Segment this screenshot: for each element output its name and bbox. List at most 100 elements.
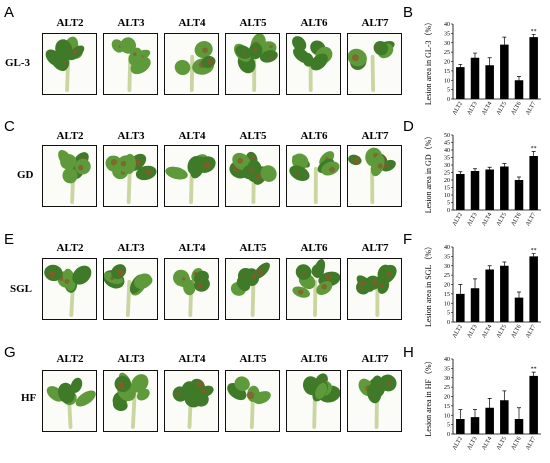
photo-line-label: ALT5 (223, 130, 283, 142)
x-tick-label: ALT5 (496, 324, 508, 339)
row-label-hf: HF (21, 392, 36, 404)
x-tick-label: ALT7 (525, 324, 537, 339)
plant-photo (42, 258, 97, 320)
photo-line-label: ALT4 (162, 242, 222, 254)
plant-photo (42, 33, 97, 95)
plant-illustration (287, 259, 340, 319)
plant-illustration (348, 371, 401, 431)
y-tick-label: 25 (444, 171, 450, 177)
lesion-spot (377, 163, 382, 168)
y-tick-label: 0 (447, 320, 450, 326)
lesion-spot (237, 158, 243, 164)
plant-illustration (226, 259, 279, 319)
y-tick-label: 40 (444, 148, 450, 154)
x-tick-label: ALT4 (481, 436, 493, 451)
plant-stem (373, 57, 374, 90)
photo-line-label: ALT6 (284, 17, 344, 29)
plant-photo (225, 145, 280, 207)
y-tick-label: 10 (444, 193, 450, 199)
y-axis-label: Lesion area in HF（%） (424, 356, 433, 436)
lesion-spot (352, 54, 359, 61)
y-tick-label: 15 (444, 69, 450, 75)
lesion-spot (269, 45, 272, 48)
lesion-spot (64, 279, 69, 284)
x-tick-label: ALT5 (496, 212, 508, 227)
lesion-spot (325, 274, 332, 281)
leaf (172, 57, 193, 78)
bar-alt3 (471, 171, 480, 210)
y-tick-label: 35 (444, 31, 450, 37)
plant-illustration (348, 34, 401, 94)
lesion-spot (298, 289, 303, 294)
plant-photo (164, 33, 219, 95)
lesion-spot (72, 49, 77, 54)
plant-illustration (104, 259, 157, 319)
lesion-spot (372, 280, 378, 286)
lesion-spot (321, 284, 327, 290)
lesion-spot (202, 389, 207, 394)
lesion-spot (249, 168, 254, 173)
y-tick-label: 40 (444, 357, 450, 363)
plant-stem (253, 282, 254, 315)
photo-line-label: ALT7 (345, 130, 405, 142)
plant-illustration (226, 146, 279, 206)
photo-line-label: ALT7 (345, 17, 405, 29)
x-tick-label: ALT6 (510, 324, 522, 339)
plant-illustration (287, 34, 340, 94)
x-tick-label: ALT7 (525, 212, 537, 227)
y-tick-label: 10 (444, 78, 450, 84)
lesion-spot (78, 165, 83, 170)
plant-photo (286, 145, 341, 207)
plant-illustration (43, 371, 96, 431)
lesion-spot (251, 274, 256, 279)
y-tick-label: 5 (447, 88, 450, 94)
plant-photo (103, 33, 158, 95)
y-axis-label: Lesion area in SGL（%） (424, 242, 433, 327)
y-tick-label: 15 (444, 404, 450, 410)
significance-mark: ** (531, 248, 537, 254)
x-tick-label: ALT4 (481, 324, 493, 339)
x-tick-label: ALT7 (525, 436, 537, 451)
bar-alt7 (529, 256, 538, 322)
lesion-spot (196, 381, 203, 388)
x-tick-label: ALT2 (452, 324, 464, 339)
photo-line-label: ALT6 (284, 130, 344, 142)
plant-photo (225, 258, 280, 320)
plant-photo (42, 145, 97, 207)
bar-alt5 (500, 167, 509, 211)
y-tick-label: 30 (444, 264, 450, 270)
leaf (165, 165, 189, 182)
lesion-spot (182, 277, 185, 280)
photo-line-label: ALT2 (40, 130, 100, 142)
x-tick-label: ALT2 (452, 436, 464, 451)
photo-line-label: ALT7 (345, 242, 405, 254)
bar-alt7 (529, 376, 538, 434)
plant-illustration (104, 146, 157, 206)
lesion-spot (250, 156, 254, 160)
y-tick-label: 5 (447, 311, 450, 317)
y-tick-label: 35 (444, 254, 450, 260)
photo-line-label: ALT2 (40, 242, 100, 254)
y-axis-label: Lesion area in GL-3（%） (424, 18, 433, 105)
x-tick-label: ALT6 (510, 101, 522, 116)
photo-line-label: ALT4 (162, 17, 222, 29)
significance-mark: ** (531, 367, 537, 373)
photo-line-label: ALT5 (223, 353, 283, 365)
plant-photo (225, 370, 280, 432)
plant-photo (103, 370, 158, 432)
chart-axes (453, 135, 541, 210)
bar-alt5 (500, 45, 509, 99)
plant-photo (164, 145, 219, 207)
x-tick-label: ALT2 (452, 212, 464, 227)
y-tick-label: 15 (444, 292, 450, 298)
row-label-gd: GD (17, 169, 34, 181)
x-tick-label: ALT3 (466, 101, 478, 116)
y-tick-label: 25 (444, 50, 450, 56)
lesion-spot (146, 169, 152, 175)
photo-line-label: ALT6 (284, 353, 344, 365)
plant-illustration (43, 34, 96, 94)
plant-illustration (104, 34, 157, 94)
lesion-spot (270, 56, 274, 60)
y-axis-label: Lesion area in GD（%） (424, 132, 433, 214)
